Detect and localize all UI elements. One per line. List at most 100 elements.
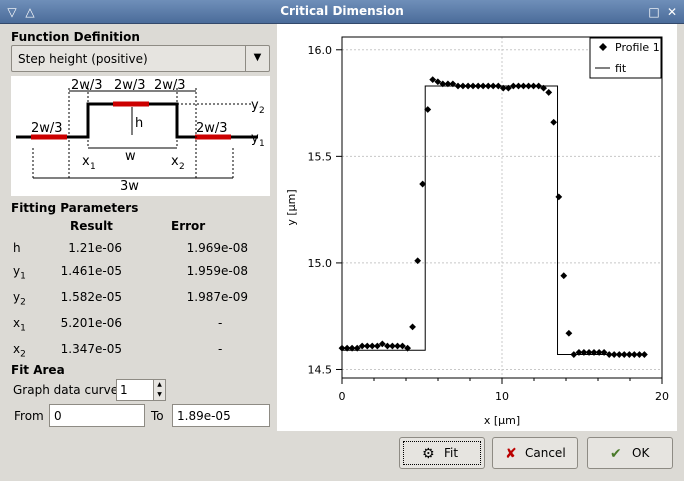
param-error: 1.987e-09	[186, 290, 248, 304]
spinner-arrows-icon[interactable]: ▲ ▼	[153, 380, 165, 400]
data-point	[464, 82, 472, 90]
diagram-label-right: 2w/3	[196, 121, 228, 136]
diagram-label-top-left: 2w/3	[71, 78, 103, 93]
diagram-label-top-mid: 2w/3	[114, 78, 146, 93]
fitting-parameters-heading: Fitting Parameters	[11, 201, 139, 215]
data-point	[358, 342, 366, 350]
y-tick-label: 15.0	[308, 257, 333, 270]
diagram-label-3w: 3w	[120, 179, 139, 194]
error-column-header: Error	[171, 219, 206, 233]
data-point	[484, 82, 492, 90]
data-point	[625, 351, 633, 358]
data-point	[434, 78, 442, 86]
fit-button-label: Fit	[444, 446, 459, 460]
param-name-text: y	[13, 264, 21, 278]
data-point	[494, 82, 502, 90]
param-name-text: y	[13, 290, 21, 304]
data-point	[368, 342, 376, 350]
data-point	[580, 349, 588, 356]
diagram-label-h: h	[135, 116, 143, 131]
data-point	[535, 82, 543, 90]
function-definition-heading: Function Definition	[11, 30, 140, 44]
data-point	[449, 80, 457, 88]
param-name: y1	[13, 264, 26, 281]
dropdown-arrow-icon[interactable]: ▼	[245, 46, 269, 71]
from-input[interactable]	[49, 404, 145, 427]
data-point	[429, 76, 437, 84]
param-name-text: x	[13, 316, 21, 330]
function-select[interactable]: Step height (positive) ▼	[11, 45, 270, 72]
param-name: h	[13, 241, 21, 255]
data-point	[348, 344, 356, 352]
data-point	[479, 82, 487, 90]
close-icon[interactable]: ✕	[666, 5, 678, 19]
param-error: 1.959e-08	[186, 264, 248, 278]
data-point	[474, 82, 482, 90]
param-name-text: h	[13, 241, 21, 255]
ok-button[interactable]: ✔ OK	[587, 437, 673, 469]
window-menu-icon[interactable]: ▽	[7, 5, 17, 19]
data-point	[630, 351, 638, 358]
y-tick-label: 15.5	[308, 150, 333, 163]
param-error: -	[218, 316, 223, 330]
graph-data-curve-spinner[interactable]: 1 ▲ ▼	[116, 379, 166, 401]
y-axis-label: y [µm]	[285, 189, 298, 225]
data-point	[525, 82, 532, 90]
graph-data-curve-label: Graph data curve:	[13, 383, 123, 397]
param-name-text: x	[13, 342, 21, 356]
data-point	[419, 180, 427, 188]
diagram-label-x2: x	[171, 154, 179, 169]
data-point	[545, 89, 553, 96]
data-point	[570, 351, 578, 358]
param-result: 1.582e-05	[60, 290, 122, 304]
cancel-button-label: Cancel	[525, 446, 566, 460]
shade-icon[interactable]: △	[25, 5, 35, 19]
data-point	[404, 344, 411, 352]
diagram-label-top-right: 2w/3	[154, 78, 186, 93]
data-point	[610, 351, 618, 358]
to-input[interactable]	[172, 404, 270, 427]
data-point	[620, 351, 628, 358]
title-bar: ▽ △ Critical Dimension □ ✕	[0, 0, 684, 24]
from-input-field[interactable]	[50, 405, 144, 426]
diagram-label-x2-sub: 2	[179, 162, 185, 172]
x-axis-label: x [µm]	[484, 414, 520, 427]
diagram-label-w: w	[125, 149, 136, 164]
data-point	[505, 84, 512, 92]
to-input-field[interactable]	[173, 405, 269, 426]
data-point	[585, 349, 593, 356]
profile-chart: 0 10 20 16.0 15.5 15.0 14.5 x [µm] y [µm] Profile…	[285, 36, 669, 427]
diagram-label-y2: y	[251, 98, 259, 113]
data-point	[615, 351, 623, 358]
fit-button[interactable]: ⚙ Fit	[399, 437, 485, 469]
data-point	[560, 272, 568, 280]
data-point	[338, 344, 346, 352]
x-tick-label: 10	[495, 390, 509, 403]
data-point	[444, 80, 452, 88]
data-point	[384, 342, 391, 350]
param-name: x1	[13, 316, 26, 333]
param-name-sub: 2	[20, 349, 26, 360]
data-point	[600, 349, 608, 356]
graph-area[interactable]: 0 10 20 16.0 15.5 15.0 14.5 x [µm] y [µm] Profile…	[277, 24, 677, 431]
maximize-icon[interactable]: □	[648, 5, 660, 19]
gears-icon: ⚙	[422, 446, 435, 462]
cancel-button[interactable]: ✘ Cancel	[492, 437, 578, 469]
data-point	[363, 342, 371, 350]
ok-check-icon: ✔	[610, 446, 622, 462]
diagram-label-left: 2w/3	[31, 121, 63, 136]
data-point	[636, 351, 643, 358]
param-result: 1.21e-06	[68, 241, 122, 255]
data-point	[605, 351, 613, 358]
param-error: 1.969e-08	[186, 241, 248, 255]
window-title: Critical Dimension	[280, 4, 404, 18]
legend-label-fit: fit	[615, 62, 627, 75]
function-select-value: Step height (positive)	[18, 52, 148, 66]
diagram-label-y2-sub: 2	[259, 106, 265, 116]
data-point	[378, 340, 386, 348]
param-name-sub: 1	[20, 323, 26, 334]
data-point	[459, 82, 467, 90]
fit-area-heading: Fit Area	[11, 363, 65, 377]
param-result: 1.461e-05	[60, 264, 122, 278]
fit-line	[342, 85, 645, 356]
